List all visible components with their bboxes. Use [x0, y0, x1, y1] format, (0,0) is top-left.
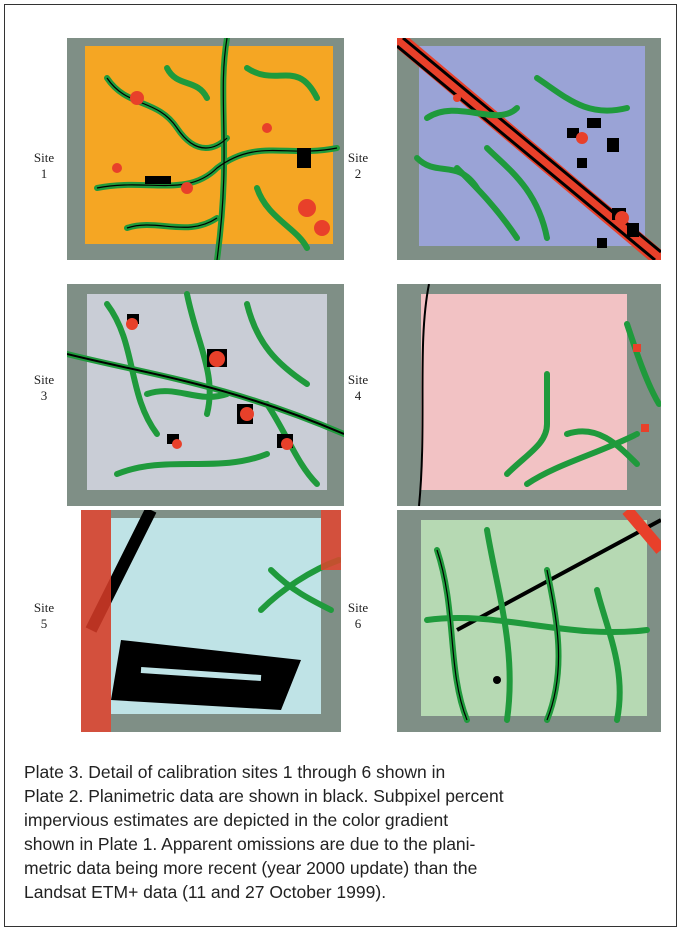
caption-line: metric data being more recent (year 2000… — [24, 858, 478, 878]
site-5-label: Site 5 — [33, 600, 55, 631]
caption-line: Landsat ETM+ data (11 and 27 October 199… — [24, 882, 387, 902]
site-1-image — [67, 38, 344, 260]
site-2-label: Site 2 — [347, 150, 369, 181]
caption-line: shown in Plate 1. Apparent omissions are… — [24, 834, 476, 854]
caption-line: Plate 3. Detail of calibration sites 1 t… — [24, 762, 446, 782]
site-1-label: Site 1 — [33, 150, 55, 181]
site-4-label: Site 4 — [347, 372, 369, 403]
site-3-label: Site 3 — [33, 372, 55, 403]
site-6-label: Site 6 — [347, 600, 369, 631]
figure-caption: Plate 3. Detail of calibration sites 1 t… — [24, 760, 660, 904]
caption-line: Plate 2. Planimetric data are shown in b… — [24, 786, 504, 806]
site-4-image — [397, 284, 661, 506]
caption-line: impervious estimates are depicted in the… — [24, 810, 449, 830]
site-3-image — [67, 284, 344, 506]
site-2-image — [397, 38, 661, 260]
site-6-image — [397, 510, 661, 732]
site-5-image — [81, 510, 341, 732]
